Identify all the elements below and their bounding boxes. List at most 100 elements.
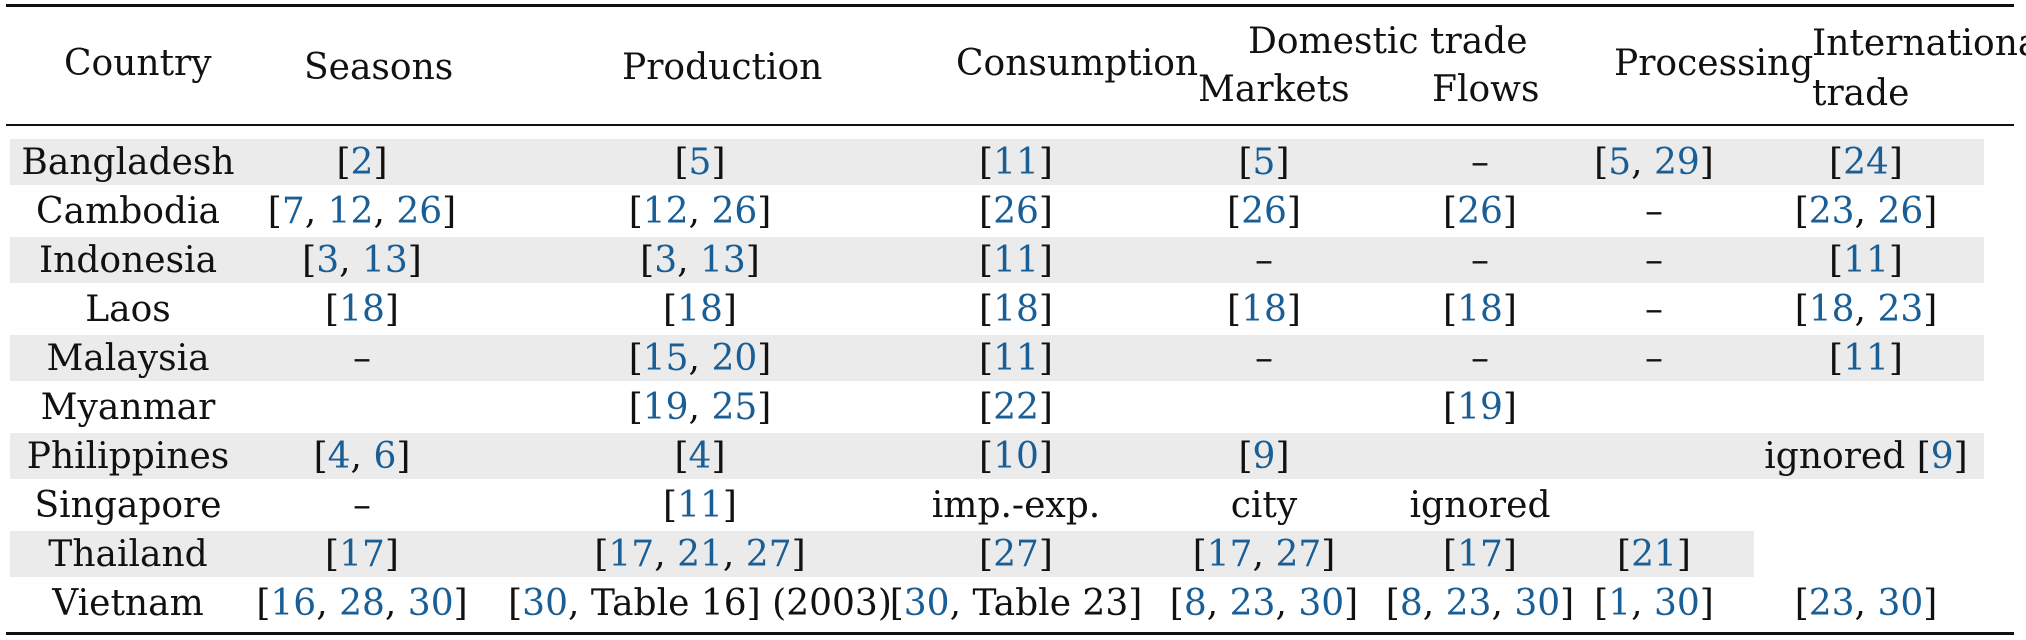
- citation-link[interactable]: 21: [1631, 534, 1677, 575]
- citation-link[interactable]: 25: [711, 387, 758, 428]
- citation-link[interactable]: 12: [642, 191, 689, 232]
- row-shading: [10, 433, 1984, 479]
- citation-link[interactable]: 15: [642, 338, 689, 379]
- citation-link[interactable]: 6: [373, 436, 397, 477]
- header-production: Production: [622, 47, 823, 88]
- row-shading: [10, 335, 1984, 381]
- citation-link[interactable]: 5: [1608, 142, 1632, 183]
- cell-production: [11]: [663, 485, 737, 526]
- row-shading: [10, 139, 1984, 185]
- cell-seasons: [17]: [325, 534, 399, 575]
- citation-link[interactable]: 18: [339, 289, 385, 330]
- citation-link[interactable]: 9: [1252, 436, 1276, 477]
- citation-link[interactable]: 30: [522, 583, 568, 624]
- citation-link[interactable]: 22: [993, 387, 1039, 428]
- citation-link[interactable]: 27: [1275, 534, 1322, 575]
- citation-link[interactable]: 21: [677, 534, 723, 575]
- citation-link[interactable]: 23: [1808, 583, 1855, 624]
- citation-link[interactable]: 16: [270, 583, 317, 624]
- citation-link[interactable]: 18: [1808, 289, 1855, 330]
- cell-international-trade: [24]: [1829, 142, 1903, 183]
- cell-consumption: [11]: [979, 338, 1053, 379]
- cell-markets: [5]: [1238, 142, 1290, 183]
- citation-link[interactable]: 11: [677, 485, 723, 526]
- header-markets: Markets: [1198, 69, 1350, 110]
- citation-link[interactable]: 30: [1653, 583, 1700, 624]
- cell-consumption: [27]: [979, 534, 1053, 575]
- citation-link[interactable]: 17: [1206, 534, 1253, 575]
- citation-link[interactable]: 3: [654, 240, 678, 281]
- header-seasons: Seasons: [304, 47, 454, 88]
- citation-link[interactable]: 8: [1183, 583, 1207, 624]
- citation-link[interactable]: 19: [642, 387, 689, 428]
- citation-link[interactable]: 26: [993, 191, 1039, 232]
- citation-link[interactable]: 30: [1877, 583, 1924, 624]
- citation-link[interactable]: 5: [688, 142, 712, 183]
- citation-link[interactable]: 18: [1241, 289, 1287, 330]
- citation-link[interactable]: 1: [1608, 583, 1632, 624]
- citation-link[interactable]: 23: [1877, 289, 1924, 330]
- citation-link[interactable]: 11: [993, 142, 1039, 183]
- cell-seasons: [4, 6]: [313, 436, 411, 477]
- citation-link[interactable]: 18: [993, 289, 1039, 330]
- citation-link[interactable]: 27: [993, 534, 1039, 575]
- citation-link[interactable]: 13: [699, 240, 746, 281]
- citation-link[interactable]: 24: [1843, 142, 1889, 183]
- table-row: Myanmar [19, 25] [22] [19]: [0, 383, 2026, 432]
- header-international-line1: International: [1812, 23, 2026, 64]
- citation-link[interactable]: 18: [677, 289, 723, 330]
- citation-link[interactable]: 10: [993, 436, 1039, 477]
- citation-link[interactable]: 8: [1399, 583, 1423, 624]
- citation-link[interactable]: 2: [350, 142, 374, 183]
- citation-link[interactable]: 17: [608, 534, 655, 575]
- citation-link[interactable]: 18: [1457, 289, 1503, 330]
- citation-link[interactable]: 11: [993, 240, 1039, 281]
- citation-link[interactable]: 11: [1843, 338, 1889, 379]
- citation-link[interactable]: 5: [1252, 142, 1276, 183]
- cell-international-trade: ignored [9]: [1764, 436, 1968, 477]
- cell-country: Indonesia: [38, 240, 218, 281]
- citation-link[interactable]: 30: [407, 583, 454, 624]
- citation-link[interactable]: 7: [281, 191, 305, 232]
- citation-link[interactable]: 12: [327, 191, 374, 232]
- table-row: Cambodia [7, 12, 26] [12, 26] [26] [26] [26] –…: [0, 187, 2026, 236]
- citation-link[interactable]: 23: [1229, 583, 1276, 624]
- citation-link[interactable]: 29: [1653, 142, 1700, 183]
- citation-link[interactable]: 26: [1457, 191, 1503, 232]
- cell-consumption: [10]: [979, 436, 1053, 477]
- citation-link[interactable]: 30: [1298, 583, 1345, 624]
- citation-link[interactable]: 17: [1457, 534, 1503, 575]
- citation-link[interactable]: 13: [361, 240, 408, 281]
- cell-production: [19, 25]: [628, 387, 772, 428]
- citation-link[interactable]: 4: [327, 436, 351, 477]
- table-row: Philippines [4, 6] [4] [10] [9] ignored [9]: [0, 432, 2026, 481]
- citation-link[interactable]: 19: [1457, 387, 1503, 428]
- citation-link[interactable]: 4: [688, 436, 712, 477]
- table-row: Malaysia – [15, 20] [11] – – – [11]: [0, 334, 2026, 383]
- cell-seasons: [16, 28, 30]: [256, 583, 468, 624]
- citation-link[interactable]: 23: [1445, 583, 1492, 624]
- cell-country: Singapore: [34, 485, 222, 526]
- cell-country: Thailand: [48, 534, 208, 575]
- cell-flows: –: [1471, 142, 1489, 183]
- cell-flows: [8, 23, 30]: [1385, 583, 1575, 624]
- cell-international-trade: [18, 23]: [1794, 289, 1938, 330]
- citation-link[interactable]: 26: [711, 191, 758, 232]
- citation-link[interactable]: 17: [339, 534, 385, 575]
- cell-production: [12, 26]: [628, 191, 772, 232]
- citation-link[interactable]: 20: [711, 338, 758, 379]
- citation-link[interactable]: 30: [1514, 583, 1561, 624]
- citation-link[interactable]: 3: [316, 240, 340, 281]
- citation-link[interactable]: 26: [396, 191, 443, 232]
- citation-link[interactable]: 30: [903, 583, 950, 624]
- cell-flows: –: [1471, 338, 1489, 379]
- citation-link[interactable]: 26: [1877, 191, 1924, 232]
- citation-link[interactable]: 11: [1843, 240, 1889, 281]
- citation-link[interactable]: 26: [1241, 191, 1287, 232]
- citation-link[interactable]: 11: [993, 338, 1039, 379]
- citation-link[interactable]: 27: [745, 534, 792, 575]
- citation-link[interactable]: 28: [339, 583, 385, 624]
- cell-seasons: [18]: [325, 289, 399, 330]
- citation-link[interactable]: 23: [1808, 191, 1855, 232]
- citation-link[interactable]: 9: [1930, 436, 1954, 477]
